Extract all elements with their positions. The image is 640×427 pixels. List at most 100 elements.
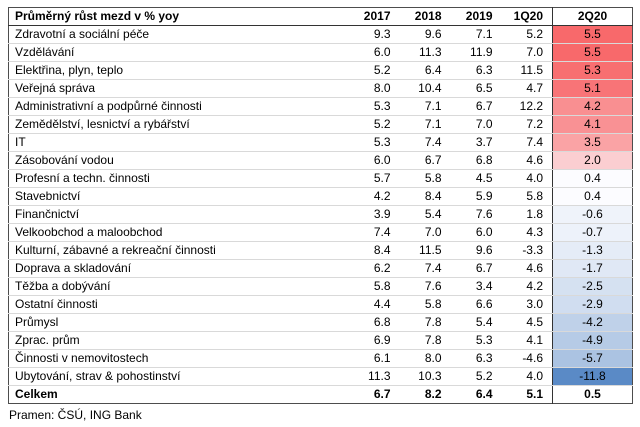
cell-2018: 7.1 — [399, 115, 451, 134]
cell-2q20-heat: 5.5 — [552, 43, 633, 62]
cell-2018: 11.5 — [399, 241, 451, 260]
cell-2019: 5.2 — [450, 367, 502, 386]
wage-growth-table: Průměrný růst mezd v % yoy 2017 2018 201… — [8, 7, 633, 404]
cell-2017: 5.3 — [348, 97, 400, 116]
table-row: IT 5.3 7.4 3.7 7.4 3.5 — [8, 133, 633, 152]
cell-2019: 9.6 — [450, 241, 502, 260]
cell-1q20: 12.2 — [501, 97, 553, 116]
cell-1q20: 5.1 — [501, 385, 553, 404]
cell-2q20-heat: 0.5 — [552, 385, 633, 404]
col-header-2019: 2019 — [450, 7, 502, 26]
cell-1q20: 7.2 — [501, 115, 553, 134]
row-label: Administrativní a podpůrné činnosti — [8, 97, 349, 116]
row-label: Průmysl — [8, 313, 349, 332]
cell-1q20: 4.5 — [501, 313, 553, 332]
row-label: Činnosti v nemovitostech — [8, 349, 349, 368]
cell-1q20: 4.0 — [501, 367, 553, 386]
table-row: Vzdělávání 6.0 11.3 11.9 7.0 5.5 — [8, 43, 633, 62]
table-row: Těžba a dobývání 5.8 7.6 3.4 4.2 -2.5 — [8, 277, 633, 296]
table-row: Elektřina, plyn, teplo 5.2 6.4 6.3 11.5 … — [8, 61, 633, 80]
cell-2019: 11.9 — [450, 43, 502, 62]
cell-2018: 8.0 — [399, 349, 451, 368]
cell-1q20: 4.6 — [501, 151, 553, 170]
row-label: IT — [8, 133, 349, 152]
cell-2018: 9.6 — [399, 25, 451, 44]
row-label: Ubytování, strav & pohostinství — [8, 367, 349, 386]
cell-1q20: 4.6 — [501, 259, 553, 278]
cell-2017: 4.4 — [348, 295, 400, 314]
cell-2017: 6.9 — [348, 331, 400, 350]
table-body: Zdravotní a sociální péče 9.3 9.6 7.1 5.… — [8, 25, 633, 404]
cell-2018: 7.1 — [399, 97, 451, 116]
row-label: Finančnictví — [8, 205, 349, 224]
cell-2q20-heat: 0.4 — [552, 169, 633, 188]
cell-2017: 6.0 — [348, 151, 400, 170]
cell-2019: 5.9 — [450, 187, 502, 206]
cell-2019: 7.1 — [450, 25, 502, 44]
cell-2017: 5.7 — [348, 169, 400, 188]
cell-2019: 6.3 — [450, 61, 502, 80]
cell-2q20-heat: -11.8 — [552, 367, 633, 386]
cell-2017: 8.0 — [348, 79, 400, 98]
table-row: Profesní a techn. činnosti 5.7 5.8 4.5 4… — [8, 169, 633, 188]
cell-1q20: -3.3 — [501, 241, 553, 260]
cell-2017: 7.4 — [348, 223, 400, 242]
cell-2q20-heat: -2.9 — [552, 295, 633, 314]
cell-2q20-heat: 4.1 — [552, 115, 633, 134]
cell-2q20-heat: 5.1 — [552, 79, 633, 98]
table-row: Velkoobchod a maloobchod 7.4 7.0 6.0 4.3… — [8, 223, 633, 242]
cell-2017: 8.4 — [348, 241, 400, 260]
cell-2q20-heat: 4.2 — [552, 97, 633, 116]
cell-2019: 6.0 — [450, 223, 502, 242]
cell-2q20-heat: -5.7 — [552, 349, 633, 368]
row-label: Zdravotní a sociální péče — [8, 25, 349, 44]
table-row: Zemědělství, lesnictví a rybářství 5.2 7… — [8, 115, 633, 134]
table-row: Administrativní a podpůrné činnosti 5.3 … — [8, 97, 633, 116]
cell-2q20-heat: 3.5 — [552, 133, 633, 152]
cell-2018: 7.6 — [399, 277, 451, 296]
cell-1q20: 7.0 — [501, 43, 553, 62]
cell-2017: 5.2 — [348, 115, 400, 134]
cell-2019: 5.3 — [450, 331, 502, 350]
cell-2019: 6.7 — [450, 259, 502, 278]
cell-2q20-heat: 5.5 — [552, 25, 633, 44]
cell-2018: 5.8 — [399, 295, 451, 314]
cell-2017: 9.3 — [348, 25, 400, 44]
cell-2017: 6.8 — [348, 313, 400, 332]
cell-2017: 6.2 — [348, 259, 400, 278]
table-title: Průměrný růst mezd v % yoy — [8, 7, 349, 26]
cell-2019: 6.7 — [450, 97, 502, 116]
cell-2q20-heat: -1.7 — [552, 259, 633, 278]
cell-1q20: 4.7 — [501, 79, 553, 98]
cell-2q20-heat: -4.9 — [552, 331, 633, 350]
table-row: Zprac. prům 6.9 7.8 5.3 4.1 -4.9 — [8, 331, 633, 350]
row-label: Celkem — [8, 385, 349, 404]
row-label: Veřejná správa — [8, 79, 349, 98]
col-header-2017: 2017 — [348, 7, 400, 26]
cell-2017: 5.8 — [348, 277, 400, 296]
table-row: Stavebnictví 4.2 8.4 5.9 5.8 0.4 — [8, 187, 633, 206]
table-row: Činnosti v nemovitostech 6.1 8.0 6.3 -4.… — [8, 349, 633, 368]
cell-2018: 7.4 — [399, 133, 451, 152]
cell-1q20: 7.4 — [501, 133, 553, 152]
cell-2019: 4.5 — [450, 169, 502, 188]
row-label: Kulturní, zábavné a rekreační činnosti — [8, 241, 349, 260]
cell-2019: 6.5 — [450, 79, 502, 98]
cell-2019: 7.0 — [450, 115, 502, 134]
table-row: Veřejná správa 8.0 10.4 6.5 4.7 5.1 — [8, 79, 633, 98]
row-label: Elektřina, plyn, teplo — [8, 61, 349, 80]
cell-2019: 3.4 — [450, 277, 502, 296]
cell-1q20: 4.1 — [501, 331, 553, 350]
row-label: Ostatní činnosti — [8, 295, 349, 314]
cell-2019: 6.6 — [450, 295, 502, 314]
cell-1q20: 11.5 — [501, 61, 553, 80]
cell-2018: 10.4 — [399, 79, 451, 98]
cell-2017: 11.3 — [348, 367, 400, 386]
cell-2q20-heat: -2.5 — [552, 277, 633, 296]
cell-2017: 4.2 — [348, 187, 400, 206]
cell-2q20-heat: 0.4 — [552, 187, 633, 206]
cell-2q20-heat: -1.3 — [552, 241, 633, 260]
cell-2018: 5.4 — [399, 205, 451, 224]
header-row: Průměrný růst mezd v % yoy 2017 2018 201… — [8, 7, 633, 26]
